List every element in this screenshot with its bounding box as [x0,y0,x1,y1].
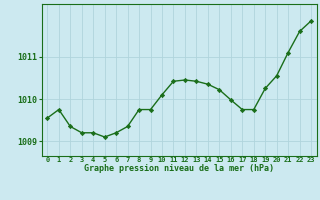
X-axis label: Graphe pression niveau de la mer (hPa): Graphe pression niveau de la mer (hPa) [84,164,274,173]
